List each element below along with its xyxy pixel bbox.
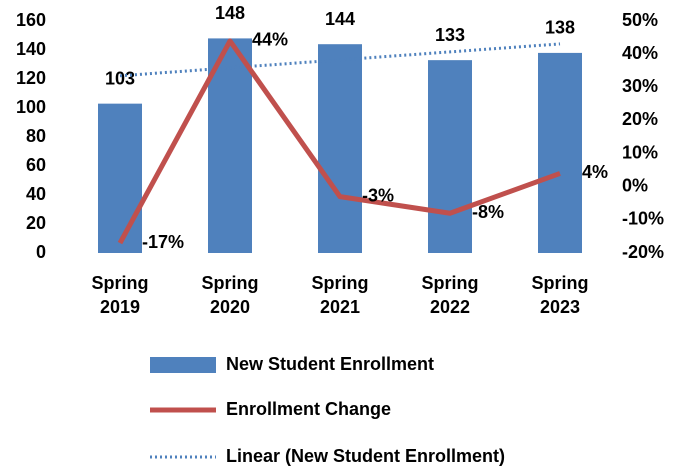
y-tick-label: 40 — [26, 184, 46, 204]
data-label: 148 — [215, 3, 245, 23]
line — [117, 38, 561, 245]
data-label: 4% — [582, 162, 608, 182]
y2-tick-label: -20% — [622, 242, 664, 262]
data-label: 103 — [105, 68, 135, 88]
y-tick-label: 0 — [36, 242, 46, 262]
legend-label: New Student Enrollment — [226, 354, 434, 374]
y2-tick-label: -10% — [622, 209, 664, 229]
data-label: 138 — [545, 18, 575, 38]
y2-tick-label: 20% — [622, 109, 658, 129]
y-tick-label: 80 — [26, 126, 46, 146]
data-label: -17% — [142, 232, 184, 252]
y-tick-label: 100 — [16, 97, 46, 117]
x-tick-label: Spring 2021 — [311, 273, 369, 317]
trendline — [119, 42, 561, 78]
y2-tick-label: 10% — [622, 142, 658, 162]
legend-label: Linear (New Student Enrollment) — [226, 446, 505, 466]
x-tick-label: Spring 2022 — [421, 273, 479, 317]
y-tick-label: 140 — [16, 39, 46, 59]
data-label: -8% — [472, 202, 504, 222]
data-label: -3% — [362, 185, 394, 205]
data-label: 44% — [252, 30, 288, 50]
y2-tick-label: 50% — [622, 10, 658, 30]
x-tick-label: Spring 2023 — [531, 273, 589, 317]
bar — [318, 44, 362, 254]
legend-swatch — [150, 357, 216, 373]
x-tick-label: Spring 2019 — [91, 273, 149, 317]
data-label: 133 — [435, 25, 465, 45]
y-tick-label: 160 — [16, 10, 46, 30]
data-label: 144 — [325, 9, 355, 29]
x-tick-label: Spring 2020 — [201, 273, 259, 317]
y2-tick-label: 30% — [622, 76, 658, 96]
y2-tick-label: 0% — [622, 175, 648, 195]
y-tick-label: 60 — [26, 155, 46, 175]
legend-label: Enrollment Change — [226, 399, 391, 419]
y2-tick-label: 40% — [622, 43, 658, 63]
bar — [208, 38, 252, 254]
bar — [98, 103, 142, 254]
bar — [538, 52, 582, 254]
y-tick-label: 20 — [26, 213, 46, 233]
y-tick-label: 120 — [16, 68, 46, 88]
bar — [428, 60, 472, 254]
